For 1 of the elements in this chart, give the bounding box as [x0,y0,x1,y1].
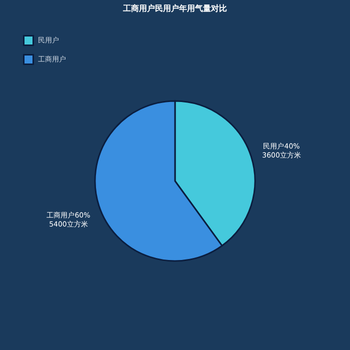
chart-title: 工商用户民用户年用气量对比 [122,3,227,13]
